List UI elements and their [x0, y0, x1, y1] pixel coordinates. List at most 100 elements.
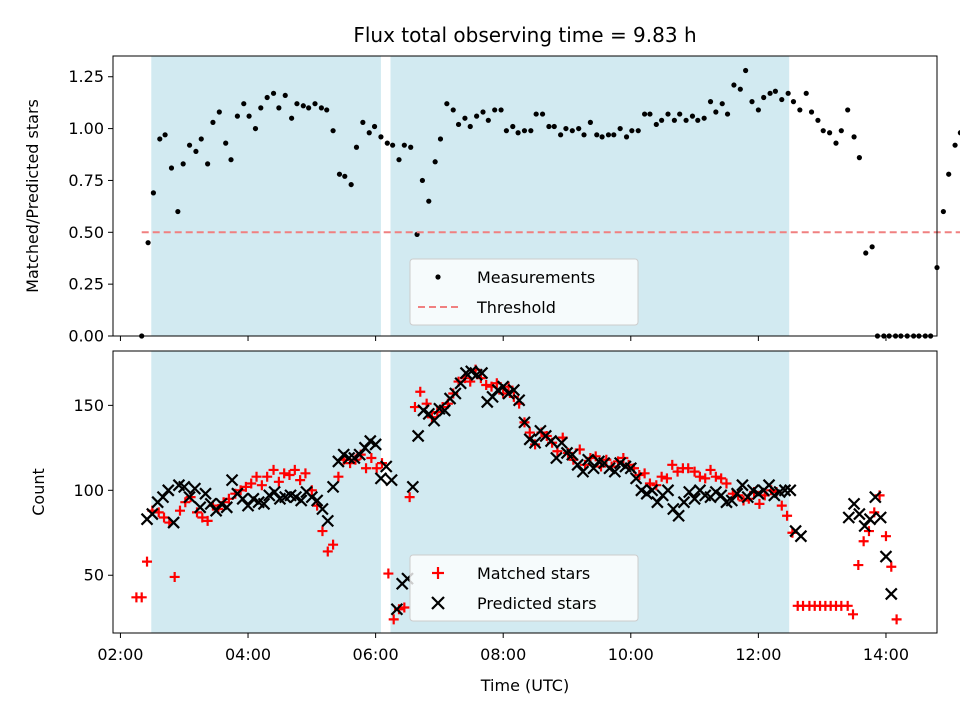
matched-stars-point	[169, 571, 180, 582]
y-tick-label: 0.50	[68, 223, 104, 242]
measurements-point	[743, 67, 749, 74]
matched-stars-point	[782, 510, 793, 521]
measurements-point	[833, 140, 839, 146]
measurements-point	[587, 119, 593, 125]
predicted-stars-point	[369, 438, 382, 451]
predicted-stars-point	[730, 487, 744, 500]
measurements-point	[647, 111, 653, 117]
measurements-point	[234, 113, 240, 119]
predicted-stars-point	[863, 512, 877, 526]
y-tick-label: 1.00	[68, 119, 104, 138]
x-tick-label: 14:00	[863, 645, 909, 664]
top-axes-frame	[112, 55, 938, 337]
measurements-point	[521, 128, 528, 134]
measurements-point	[629, 128, 635, 134]
measurements-point	[342, 173, 348, 179]
measurements-point	[462, 115, 468, 121]
predicted-stars-point	[677, 495, 691, 509]
measurements-point	[276, 105, 282, 111]
measurements-point	[581, 132, 587, 138]
measurements-point	[498, 107, 504, 113]
predicted-stars-point	[326, 480, 340, 494]
matched-stars-point	[481, 379, 492, 390]
y-tick-label: 0.25	[68, 275, 104, 294]
legend-matched-marker	[432, 567, 444, 579]
matched-stars-point	[240, 481, 251, 492]
measurements-point	[724, 111, 731, 117]
matched-stars-point	[776, 500, 787, 511]
measurements-point	[401, 142, 407, 148]
measurements-point	[767, 90, 773, 96]
matched-stars-point	[672, 466, 683, 477]
predicted-stars-point	[566, 448, 579, 461]
measurements-point	[528, 128, 534, 134]
measurements-point	[546, 123, 552, 130]
matched-stars-point	[667, 459, 678, 470]
matched-stars-point	[710, 471, 721, 482]
measurements-point	[677, 111, 683, 117]
chart-title: Flux total observing time = 9.83 h	[353, 23, 696, 47]
y-tick-label: 0.75	[68, 171, 104, 190]
measurements-point	[193, 148, 199, 155]
matched-stars-point	[289, 464, 300, 475]
measurements-point	[384, 140, 390, 146]
measurements-point	[790, 99, 797, 105]
bottom-axes: 50 100 150 02:00 04:00 06:00 08:00 10:00 12:00 14…	[73, 396, 909, 664]
legend-measurements-marker	[435, 274, 441, 280]
measurements-point	[282, 92, 288, 99]
matched-stars-point	[142, 556, 153, 567]
predicted-stars-point	[794, 529, 808, 543]
measurements-point	[228, 157, 234, 163]
predicted-stars-point	[624, 461, 638, 475]
measurements-point	[437, 136, 444, 142]
predicted-stars-point	[778, 484, 792, 497]
predicted-stars-point	[853, 507, 866, 521]
x-tick-label: 02:00	[97, 645, 143, 664]
matched-stars-point	[661, 473, 672, 484]
measurements-point	[450, 107, 456, 113]
predicted-stars-point	[183, 490, 196, 504]
measurements-point	[594, 132, 600, 138]
predicted-stars-point	[550, 451, 563, 465]
measurements-point	[683, 117, 689, 123]
measurements-point	[396, 157, 402, 163]
measurements-point	[779, 96, 785, 103]
measurements-point	[635, 128, 641, 134]
measurements-point	[312, 101, 318, 107]
measurements-point	[815, 117, 821, 123]
measurements-point	[569, 128, 575, 134]
measurements-point	[186, 142, 193, 148]
measurements-point	[205, 161, 211, 167]
measurements-point	[851, 134, 857, 140]
measurements-point	[408, 144, 414, 150]
measurements-point	[827, 130, 833, 136]
measurements-point	[533, 111, 539, 117]
predicted-stars-point	[193, 501, 207, 514]
measurements-point	[426, 198, 432, 204]
matched-stars-point	[333, 471, 344, 482]
matched-stars-point	[174, 505, 185, 516]
matched-stars-point	[409, 402, 420, 413]
matched-stars-point	[256, 480, 267, 491]
predicted-stars-point	[879, 550, 893, 563]
predicted-stars-point	[885, 587, 898, 601]
measurements-point	[180, 161, 186, 167]
measurements-point	[419, 177, 425, 184]
predicted-stars-point	[847, 497, 861, 511]
measurements-point	[162, 132, 168, 138]
predicted-stars-point	[177, 480, 191, 494]
measurements-point	[653, 121, 659, 128]
matched-stars-point	[853, 560, 864, 571]
predicted-stars-point	[257, 497, 271, 511]
predicted-stars-point	[581, 453, 595, 467]
measurements-point	[168, 165, 175, 171]
matched-stars-point	[754, 498, 765, 509]
predicted-stars-point	[449, 387, 462, 400]
matched-stars-point	[886, 561, 897, 572]
measurements-point	[252, 125, 259, 132]
matched-stars-point	[136, 592, 147, 603]
matched-stars-point	[361, 463, 372, 474]
predicted-stars-point	[608, 465, 622, 478]
measurements-point	[390, 142, 396, 148]
matched-stars-point	[716, 473, 727, 484]
